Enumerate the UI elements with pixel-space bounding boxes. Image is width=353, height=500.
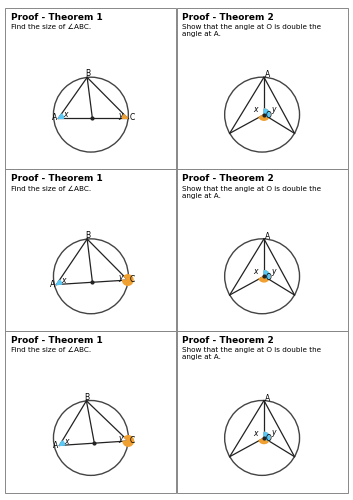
Wedge shape	[122, 114, 128, 118]
Text: y: y	[118, 110, 122, 120]
Text: x: x	[64, 436, 69, 446]
Text: A: A	[53, 440, 58, 450]
Text: Find the size of ∠ABC.: Find the size of ∠ABC.	[11, 24, 91, 30]
Text: x: x	[64, 110, 68, 119]
Text: B: B	[85, 231, 90, 240]
Wedge shape	[264, 109, 270, 118]
Wedge shape	[59, 441, 65, 446]
Text: x: x	[61, 276, 66, 285]
Text: Show that the angle at O is double the
angle at A.: Show that the angle at O is double the a…	[182, 186, 321, 198]
Text: Find the size of ∠ABC.: Find the size of ∠ABC.	[11, 186, 91, 192]
Text: A: A	[265, 232, 270, 241]
Text: O: O	[265, 434, 271, 443]
Text: A: A	[50, 280, 55, 288]
Wedge shape	[264, 432, 270, 441]
Text: A: A	[265, 394, 270, 403]
Text: O: O	[265, 111, 271, 120]
Wedge shape	[259, 270, 270, 282]
Text: Proof - Theorem 1: Proof - Theorem 1	[11, 336, 102, 345]
Wedge shape	[259, 109, 270, 120]
Text: C: C	[130, 436, 135, 445]
Text: Proof - Theorem 1: Proof - Theorem 1	[11, 12, 102, 22]
Text: Proof - Theorem 1: Proof - Theorem 1	[11, 174, 102, 183]
Text: y: y	[271, 428, 275, 438]
Text: B: B	[85, 69, 90, 78]
Text: y: y	[118, 272, 122, 281]
Text: y: y	[118, 434, 123, 442]
Text: C: C	[129, 275, 134, 284]
Text: Show that the angle at O is double the
angle at A.: Show that the angle at O is double the a…	[182, 24, 321, 37]
Text: Proof - Theorem 2: Proof - Theorem 2	[182, 174, 274, 183]
Text: x: x	[254, 267, 258, 276]
Text: Proof - Theorem 2: Proof - Theorem 2	[182, 336, 274, 345]
Text: x: x	[254, 428, 258, 438]
Text: A: A	[52, 114, 57, 122]
Text: Proof - Theorem 2: Proof - Theorem 2	[182, 12, 274, 22]
Wedge shape	[259, 432, 270, 444]
Text: O: O	[265, 272, 271, 281]
Text: C: C	[129, 114, 134, 122]
Wedge shape	[123, 436, 133, 446]
Wedge shape	[56, 280, 62, 284]
Text: Find the size of ∠ABC.: Find the size of ∠ABC.	[11, 348, 91, 354]
Wedge shape	[122, 275, 133, 285]
Text: x: x	[254, 106, 258, 114]
Wedge shape	[264, 270, 270, 279]
Text: A: A	[265, 70, 270, 80]
Text: Show that the angle at O is double the
angle at A.: Show that the angle at O is double the a…	[182, 348, 321, 360]
Wedge shape	[58, 114, 64, 118]
Text: B: B	[84, 392, 89, 402]
Text: y: y	[271, 105, 275, 114]
Text: y: y	[271, 266, 275, 276]
